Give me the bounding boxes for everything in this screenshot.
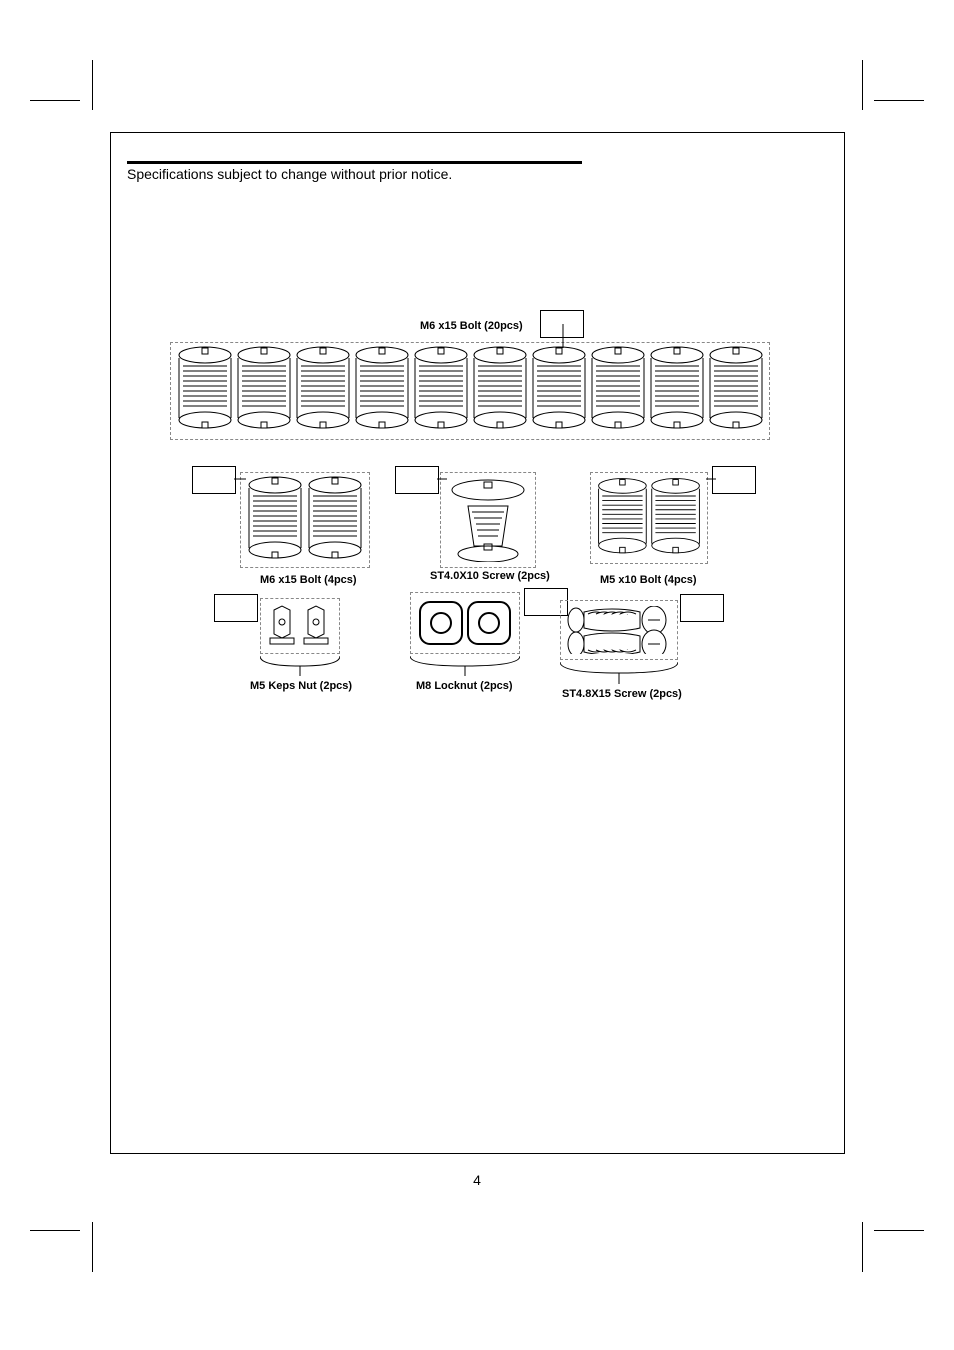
callout-box-m5x10 <box>712 466 756 494</box>
crop-mark-tr-h <box>874 100 924 101</box>
leader-m6x15-4 <box>234 478 246 480</box>
label-st40x10: ST4.0X10 Screw (2pcs) <box>430 570 550 582</box>
leader-st40x10 <box>437 478 447 480</box>
label-m6x15-20: M6 x15 Bolt (20pcs) <box>420 320 523 332</box>
bracket-m5keps <box>260 656 340 676</box>
callout-box-m6x15-4 <box>192 466 236 494</box>
crop-mark-br-h <box>874 1230 924 1231</box>
cluster-st40x10 <box>446 478 530 562</box>
burner-row-top <box>176 346 766 441</box>
label-m5keps: M5 Keps Nut (2pcs) <box>250 680 352 692</box>
label-m8lock: M8 Locknut (2pcs) <box>416 680 513 692</box>
callout-box-st40x10 <box>395 466 439 494</box>
cluster-m8lock <box>416 598 514 648</box>
leader-m5x10 <box>706 478 716 480</box>
label-m5x10: M5 x10 Bolt (4pcs) <box>600 574 697 586</box>
cluster-m6x15-4 <box>244 476 366 569</box>
leader-m6x15-20 <box>562 324 564 348</box>
crop-mark-bl-h <box>30 1230 80 1231</box>
bracket-m8lock <box>410 656 520 676</box>
callout-box-st48x15 <box>680 594 724 622</box>
page-number: 4 <box>0 1172 954 1188</box>
cluster-m5keps <box>268 604 332 648</box>
label-st48x15: ST4.8X15 Screw (2pcs) <box>562 688 682 700</box>
crop-mark-tr-v <box>862 60 863 110</box>
crop-mark-tl-h <box>30 100 80 101</box>
callout-box-m5keps <box>214 594 258 622</box>
notice-text: Specifications subject to change without… <box>127 164 828 182</box>
crop-mark-tl-v <box>92 60 93 110</box>
cluster-m5x10 <box>594 476 704 565</box>
bracket-st48x15 <box>560 662 678 684</box>
crop-mark-br-v <box>862 1222 863 1272</box>
label-m6x15-4: M6 x15 Bolt (4pcs) <box>260 574 357 586</box>
crop-mark-bl-v <box>92 1222 93 1272</box>
cluster-st48x15 <box>566 606 672 654</box>
